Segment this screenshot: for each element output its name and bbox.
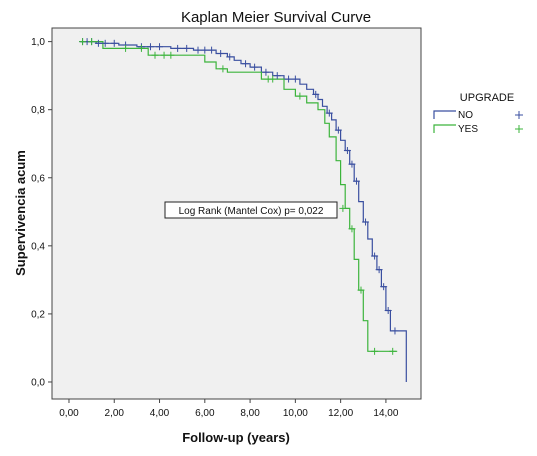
y-tick-label: 0,0 [31,377,45,388]
censor-marks [79,38,399,355]
log-rank-annotation: Log Rank (Mantel Cox) p= 0,022 [164,201,338,219]
censor-mark-no [94,39,102,47]
censor-mark-no [312,90,320,98]
censor-mark-no [174,44,182,52]
censor-mark-no [101,39,109,47]
y-tick-label: 1,0 [31,37,45,48]
censor-mark-no [156,43,164,51]
censor-mark-no [217,50,225,58]
legend-title: UPGRADE [460,92,514,104]
annotation-text: Log Rank (Mantel Cox) p= 0,022 [179,206,324,217]
x-tick-label: 4,00 [150,408,170,419]
censor-mark-no [348,160,356,168]
x-tick-label: 12,00 [328,408,353,419]
censor-mark-no [201,46,209,54]
x-tick-label: 6,00 [195,408,215,419]
censor-mark-no [242,60,250,68]
censor-mark-no [343,147,351,155]
censor-mark-no [262,68,270,76]
censor-mark-no [183,44,191,52]
legend-censor-swatch [515,111,523,119]
censor-mark-yes [269,75,277,83]
censor-mark-no [291,75,299,83]
legend-censor-swatch [515,125,523,133]
x-tick-label: 8,00 [240,408,260,419]
censor-mark-yes [122,44,130,52]
legend-label: YES [458,124,478,135]
censor-mark-no [391,327,399,335]
x-axis-title: Follow-up (years) [182,430,290,445]
censor-mark-no [208,46,216,54]
censor-mark-no [273,72,281,80]
censor-mark-no [325,109,333,117]
censor-mark-yes [137,44,145,52]
y-axis: 0,0 0,2 0,4 0,6 0,8 1,0 [31,37,52,388]
legend-line-swatch [433,124,456,133]
censor-mark-no [380,283,388,291]
x-tick-label: 0,00 [59,408,79,419]
censor-mark-yes [348,225,356,233]
legend-entry-no: NO [433,110,523,121]
censor-mark-no [371,252,379,260]
legend-entry-yes: YES [433,124,523,135]
censor-mark-no [251,63,259,71]
censor-mark-no [334,126,342,134]
x-axis: 0,00 2,00 4,00 6,00 8,00 10,00 12,00 14,00 [59,399,399,419]
chart-title: Kaplan Meier Survival Curve [181,9,371,26]
legend-line-swatch [433,110,456,119]
censor-mark-no [352,177,360,185]
censor-mark-no [226,53,234,61]
censor-mark-yes [151,51,159,59]
censor-mark-yes [371,347,379,355]
censor-mark-yes [160,51,168,59]
censor-mark-yes [88,38,96,46]
censor-mark-yes [219,65,227,73]
censor-mark-no [146,43,154,51]
censor-mark-yes [79,38,87,46]
y-tick-label: 0,6 [31,173,45,184]
x-tick-label: 14,00 [373,408,398,419]
censor-mark-yes [339,204,347,212]
y-tick-label: 0,8 [31,105,45,116]
censor-mark-yes [167,51,175,59]
censor-mark-yes [357,286,365,294]
y-tick-label: 0,4 [31,241,45,252]
censor-mark-no [194,46,202,54]
censor-mark-no [110,39,118,47]
survival-line-no [80,41,407,382]
legend-label: NO [458,110,473,121]
legend: UPGRADE NO YES [433,92,523,135]
survival-line-yes [80,41,398,352]
censor-mark-no [375,266,383,274]
censor-mark-yes [389,347,397,355]
x-tick-label: 2,00 [105,408,125,419]
censor-mark-no [285,75,293,83]
censor-mark-no [384,307,392,315]
y-tick-label: 0,2 [31,309,45,320]
censor-mark-no [362,218,370,226]
x-tick-label: 10,00 [283,408,308,419]
y-axis-title: Supervivencia acum [13,150,28,276]
annotation-box [164,201,338,219]
censor-mark-yes [296,92,304,100]
survival-curves [80,41,407,382]
